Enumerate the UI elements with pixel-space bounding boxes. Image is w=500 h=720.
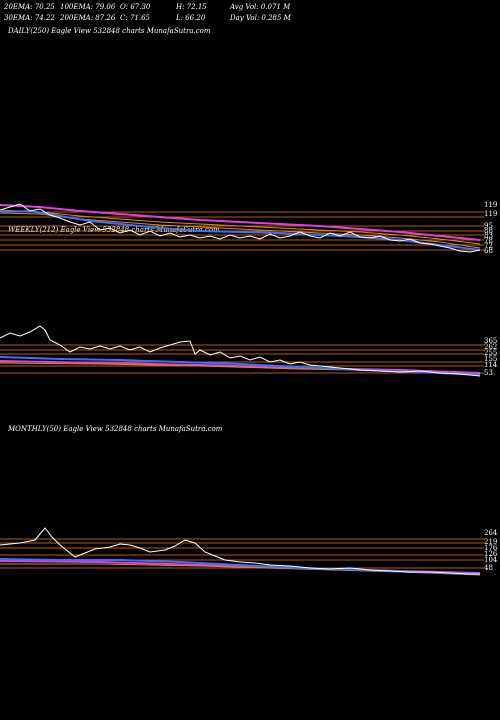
daily-ema-blue [0,209,481,251]
monthly-level-labels: 264 219 176 126 104 48 [484,529,498,572]
monthly-level-label: 48 [484,564,493,572]
close-readout: C: 71.65 [120,14,150,22]
daily-panel-title: DAILY(250) Eagle View 532848 charts Muna… [8,27,211,35]
weekly-level-label: 114 [484,361,498,369]
weekly-level-label: 53 [484,369,493,377]
open-readout: O: 67.30 [120,3,151,11]
high-readout: H: 72.15 [176,3,207,11]
monthly-price-line [0,527,480,575]
daily-level-label: 119 [484,201,497,209]
ema200-readout: 200EMA: 87.26 [60,14,116,22]
weekly-price-line [0,325,481,377]
daily-panel [0,203,484,253]
dayvol-readout: Day Vol: 0.285 M [230,14,291,22]
weekly-level-label: 262 [484,343,497,351]
monthly-level-label: 176 [484,544,498,552]
monthly-level-label: 219 [484,538,497,546]
daily-level-label: 78 [484,237,493,245]
weekly-level-label: 365 [484,337,497,345]
weekly-level-label: 155 [484,355,497,363]
monthly-level-label: 126 [484,550,498,558]
monthly-level-label: 104 [484,556,498,564]
daily-level-label: 72 [484,242,493,250]
weekly-ema-magenta [0,360,481,374]
daily-ema-magenta [0,204,481,241]
monthly-panel-title: MONTHLY(50) Eagle View 532848 charts Mun… [8,425,223,433]
ema20-readout: 20EMA: 70.25 [4,3,55,11]
weekly-ema-blue [0,356,481,376]
weekly-level-labels: 365 262 255 155 114 53 [484,337,498,377]
daily-ema-orange-1 [0,209,481,245]
daily-price-line [0,203,481,253]
monthly-panel [0,527,484,576]
monthly-level-label: 264 [484,529,498,537]
daily-level-label: 83 [484,232,493,240]
ema30-readout: 30EMA: 74.22 [4,14,55,22]
daily-level-labels: 119 119 95 88 83 78 72 68 [484,201,497,255]
daily-level-label: 95 [484,222,493,230]
weekly-panel [0,325,484,377]
daily-level-label: 119 [484,210,497,218]
weekly-level-label: 255 [484,349,497,357]
ema100-readout: 100EMA: 79.06 [60,3,116,11]
daily-level-label: 68 [484,247,493,255]
daily-level-label: 88 [484,227,493,235]
avgvol-readout: Avg Vol: 0.071 M [230,3,291,11]
low-readout: L: 66.20 [176,14,206,22]
